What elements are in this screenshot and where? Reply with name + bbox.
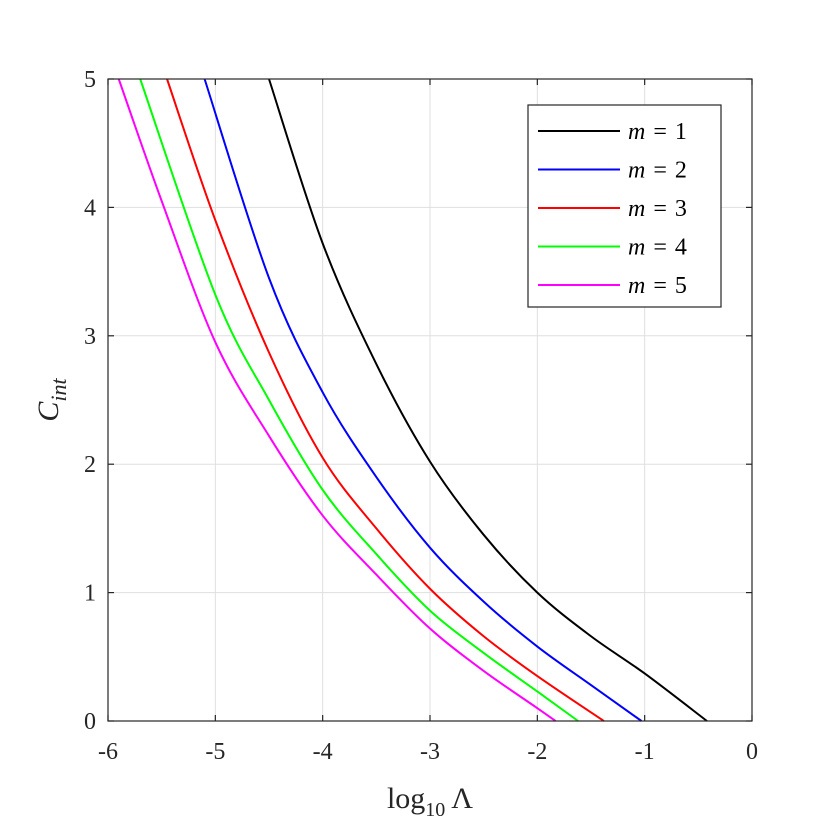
legend-var: m (628, 119, 645, 145)
x-axis-title-sub: 10 (425, 799, 445, 821)
axis-ticks: -6 -5 -4 -3 -2 -1 0 0 1 2 3 4 5 (84, 67, 758, 765)
legend-num: 2 (675, 158, 687, 184)
legend-eq: = (653, 273, 667, 299)
legend-label-m3: m = 3 (628, 196, 687, 222)
x-axis-title-main: log (387, 782, 425, 815)
legend-label-m2: m = 2 (628, 158, 687, 184)
legend-num: 3 (675, 196, 687, 222)
legend-var: m (628, 196, 645, 222)
legend-num: 1 (675, 119, 687, 145)
x-tick-label: -1 (635, 739, 655, 765)
series-line-m5 (117, 78, 557, 722)
legend-eq: = (653, 119, 667, 145)
legend: m = 1 m = 2 m = 3 m = 4 m = 5 (527, 104, 722, 308)
y-axis-title: Cint (32, 377, 71, 421)
legend-label-m5: m = 5 (628, 273, 687, 299)
y-tick-label: 2 (84, 452, 96, 478)
legend-var: m (628, 158, 645, 184)
legend-var: m (628, 273, 645, 299)
legend-num: 4 (675, 235, 687, 261)
y-tick-label: 3 (84, 324, 96, 350)
x-tick-label: -5 (205, 739, 225, 765)
legend-num: 5 (675, 273, 687, 299)
y-axis-title-main: C (32, 401, 65, 422)
x-tick-label: -2 (527, 739, 547, 765)
y-tick-label: 5 (84, 67, 96, 93)
x-tick-label: 0 (746, 739, 758, 765)
legend-var: m (628, 235, 645, 261)
legend-label-m1: m = 1 (628, 119, 687, 145)
legend-box (527, 104, 722, 308)
legend-eq: = (653, 235, 667, 261)
legend-eq: = (653, 196, 667, 222)
x-tick-label: -3 (420, 739, 440, 765)
series-lines (117, 78, 708, 722)
series-line-m4 (139, 78, 579, 722)
series-line-m2 (203, 78, 643, 722)
x-tick-label: -4 (313, 739, 333, 765)
x-axis-title: log10 Λ (387, 782, 473, 821)
series-line-m1 (268, 78, 708, 722)
legend-eq: = (653, 158, 667, 184)
x-axis-title-symbol: Λ (451, 782, 473, 815)
y-tick-label: 0 (84, 709, 96, 735)
series-line-m3 (166, 78, 605, 722)
x-tick-label: -6 (98, 739, 118, 765)
y-axis-title-sub: int (46, 377, 71, 401)
y-tick-label: 1 (84, 581, 96, 607)
legend-label-m4: m = 4 (628, 235, 687, 261)
y-tick-label: 4 (84, 195, 96, 221)
